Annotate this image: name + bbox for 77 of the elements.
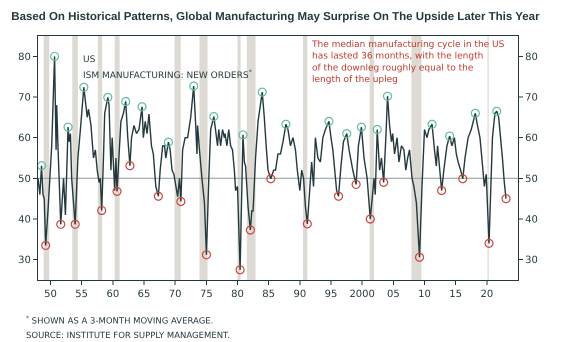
x-tick-label: 75 [200, 289, 213, 300]
x-tick-label: 60 [106, 289, 120, 300]
x-tick-label: 15 [449, 289, 462, 300]
point [266, 174, 276, 184]
y2-tick-label: 80 [525, 52, 538, 63]
point [79, 82, 88, 92]
point [112, 186, 122, 196]
point [379, 178, 388, 187]
point [437, 186, 446, 196]
annotation: ISM MANUFACTURING: NEW ORDERS$^{*}$ [83, 69, 252, 81]
y-tick-label: 40 [18, 214, 31, 226]
point [70, 220, 80, 229]
point [121, 96, 130, 106]
point [125, 161, 135, 170]
point [103, 92, 112, 102]
point [352, 180, 361, 190]
x-tick-label: 50 [44, 289, 57, 300]
point [427, 120, 437, 129]
y2-tick-label: 70 [525, 92, 538, 104]
point [492, 106, 502, 116]
x-tick-label: 55 [75, 289, 88, 300]
point [209, 112, 218, 122]
y-tick-label: 70 [18, 92, 31, 104]
point [236, 265, 245, 274]
point [281, 120, 291, 129]
point [334, 192, 344, 201]
point [56, 220, 66, 229]
y2-tick-label: 40 [525, 214, 538, 226]
point [258, 88, 267, 97]
x-tick-label: 65 [138, 289, 150, 300]
x-tick-label: 85 [262, 289, 276, 300]
point [97, 206, 106, 216]
text: $^{*}$ SHOWN AS A 3-MONTH MOVING AVERAGE. [26, 315, 214, 327]
point [342, 129, 352, 138]
point [176, 196, 186, 206]
y-tick-label: 60 [18, 133, 31, 144]
point [324, 116, 334, 126]
y2-tick-label: 30 [525, 255, 538, 266]
point [41, 240, 50, 250]
y-tick-label: 80 [18, 52, 31, 63]
x-tick-label: 2000 [349, 289, 375, 300]
point [246, 225, 255, 235]
point [50, 52, 60, 61]
point [414, 252, 424, 262]
point [137, 102, 147, 112]
point [382, 92, 392, 101]
point [202, 250, 212, 260]
point [164, 138, 174, 147]
chart-title: Based On Historical Patterns, Global Manufacturing May Surprise On The Upside Later This Year [11, 11, 540, 24]
source-note: SOURCE: INSTITUTE FOR SUPPLY MANAGEMENT. [26, 331, 230, 341]
y2-tick-label: 50 [525, 174, 538, 185]
y-tick-label: 30 [18, 255, 31, 266]
point [366, 214, 375, 224]
point [302, 219, 312, 228]
point [189, 81, 198, 91]
point [154, 192, 163, 201]
x-tick-label: 10 [418, 289, 431, 300]
y2-tick-label: 60 [525, 133, 538, 144]
x-tick-label: 95 [324, 289, 338, 300]
x-tick-label: 80 [231, 289, 244, 300]
y-tick-label: 50 [18, 174, 31, 185]
x-tick-label: 05 [386, 289, 400, 300]
point [445, 131, 454, 141]
annotation: The median manufacturing cycle in the US has lasted 36 months, with the length of the downleg roughly equal to the length of the upleg [311, 40, 505, 86]
point [372, 124, 382, 134]
point [38, 161, 46, 170]
point [470, 108, 480, 118]
x-tick-label: 20 [480, 289, 494, 300]
x-tick-label: 90 [293, 289, 306, 300]
point [501, 194, 511, 204]
point [63, 122, 73, 132]
point [356, 122, 366, 132]
x-tick-label: 70 [168, 289, 182, 300]
point [484, 238, 494, 248]
point [458, 174, 468, 184]
annotation: US [83, 55, 96, 65]
point [238, 130, 248, 140]
